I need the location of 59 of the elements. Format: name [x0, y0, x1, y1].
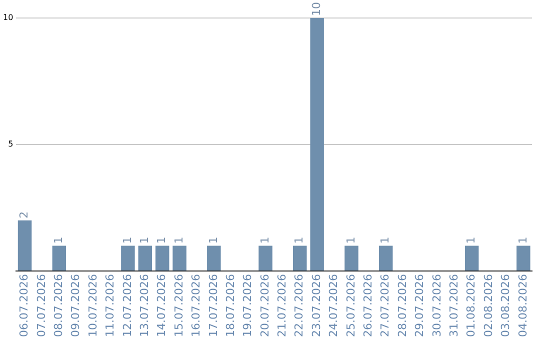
x-tick-label: 12.07.2026	[120, 274, 134, 338]
bar	[516, 246, 530, 271]
x-tick-label: 23.07.2026	[310, 274, 323, 338]
bar	[138, 246, 152, 271]
x-tick-label: 11.07.2026	[104, 274, 117, 338]
bar	[344, 246, 358, 271]
data-label: 1	[206, 236, 220, 244]
bar	[121, 246, 135, 271]
x-tick-label: 20.07.2026	[258, 274, 272, 338]
x-tick-label: 17.07.2026	[206, 274, 220, 338]
x-tick-label: 19.07.2026	[241, 274, 254, 338]
x-tick-label: 09.07.2026	[69, 274, 82, 338]
x-tick-label: 02.08.2026	[482, 274, 495, 338]
x-tick-label: 08.07.2026	[52, 274, 66, 338]
data-label: 1	[292, 236, 306, 244]
x-tick-label: 27.07.2026	[378, 274, 392, 338]
data-label: 10	[310, 2, 323, 16]
bar	[378, 246, 393, 271]
bar	[155, 246, 170, 271]
bar	[258, 246, 272, 271]
data-label: 1	[516, 236, 530, 244]
x-tick-label: 24.07.2026	[327, 274, 340, 338]
x-tick-label: 28.07.2026	[396, 274, 409, 338]
data-label: 1	[464, 236, 478, 244]
bar	[18, 220, 32, 271]
x-tick-label: 01.08.2026	[464, 274, 478, 338]
x-tick-label: 22.07.2026	[292, 274, 306, 338]
bar	[310, 18, 324, 271]
bar	[52, 246, 66, 271]
x-tick-label: 15.07.2026	[172, 274, 186, 338]
bar	[172, 246, 186, 271]
x-tick-label: 18.07.2026	[224, 274, 237, 338]
data-label: 1	[172, 236, 186, 244]
x-tick-label: 03.08.2026	[499, 274, 512, 338]
data-label: 1	[52, 236, 66, 244]
data-label: 1	[155, 236, 168, 244]
x-tick-label: 06.07.2026	[18, 274, 31, 338]
x-tick-label: 04.08.2026	[516, 274, 530, 338]
x-tick-label: 29.07.2026	[413, 274, 426, 338]
data-label: 1	[120, 236, 134, 244]
x-tick-label: 30.07.2026	[430, 274, 444, 338]
x-tick-label: 13.07.2026	[138, 274, 151, 338]
x-tick-label: 07.07.2026	[34, 274, 48, 338]
bar	[207, 246, 221, 271]
bar	[464, 246, 479, 271]
data-label: 1	[138, 236, 151, 244]
x-tick-label: 26.07.2026	[362, 274, 375, 338]
bar	[293, 246, 307, 271]
data-label: 1	[344, 236, 358, 244]
data-label: 1	[378, 236, 392, 244]
x-tick-label: 16.07.2026	[190, 274, 203, 338]
y-tick-label: 5	[8, 140, 14, 149]
data-label: 1	[258, 236, 272, 244]
x-tick-label: 21.07.2026	[276, 274, 289, 338]
x-tick-label: 14.07.2026	[155, 274, 168, 338]
x-tick-label: 10.07.2026	[86, 274, 100, 338]
x-tick-label: 31.07.2026	[447, 274, 460, 338]
data-label: 2	[18, 211, 31, 218]
x-tick-label: 25.07.2026	[344, 274, 358, 338]
